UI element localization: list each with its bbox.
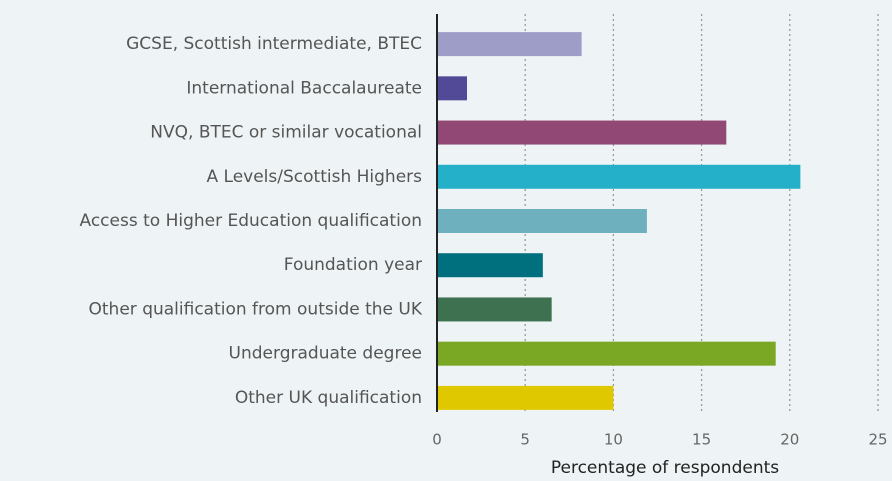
y-tick-label: Other qualification from outside the UK (89, 299, 423, 319)
x-tick-label: 10 (604, 431, 623, 449)
x-axis-label: Percentage of respondents (551, 458, 779, 478)
bar (437, 253, 543, 278)
x-tick-label: 15 (692, 431, 711, 449)
x-tick-label: 20 (780, 431, 799, 449)
bar (437, 120, 727, 145)
bar (437, 76, 467, 101)
y-tick-label: International Baccalaureate (186, 78, 422, 98)
bar (437, 341, 776, 366)
y-tick-label: Undergraduate degree (229, 344, 422, 364)
y-tick-label: Foundation year (284, 255, 422, 275)
y-tick-label: NVQ, BTEC or similar vocational (150, 123, 422, 143)
x-tick-label: 5 (520, 431, 530, 449)
bar (437, 32, 582, 57)
bar (437, 297, 552, 322)
y-tick-label: Access to Higher Education qualification (80, 211, 423, 231)
y-tick-label: A Levels/Scottish Highers (207, 167, 423, 187)
y-tick-label: GCSE, Scottish intermediate, BTEC (126, 34, 422, 54)
y-tick-label: Other UK qualification (235, 388, 422, 408)
bar (437, 385, 614, 410)
bar (437, 209, 647, 233)
x-tick-label: 0 (432, 431, 442, 449)
x-tick-label: 25 (868, 431, 887, 449)
bar (437, 164, 801, 189)
